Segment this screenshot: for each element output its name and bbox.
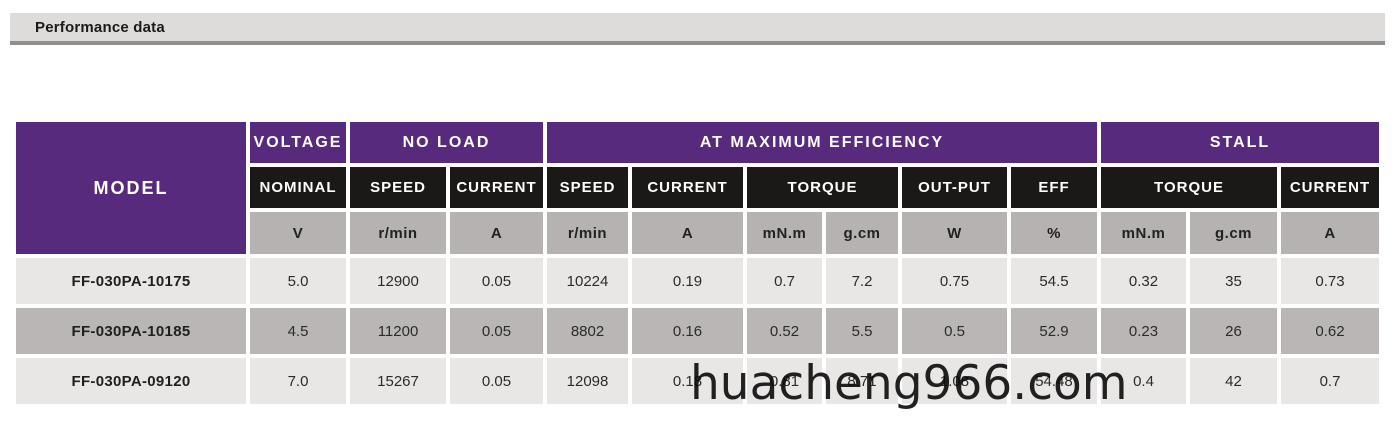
data-cell: 0.05 [450, 258, 543, 304]
data-cell: 0.4 [1101, 358, 1186, 404]
col-header-stall-torque: TORQUE [1101, 167, 1277, 208]
data-cell: 0.05 [450, 308, 543, 354]
data-cell: 5.0 [250, 258, 346, 304]
col-header-maxeff-speed: SPEED [547, 167, 628, 208]
col-header-eff: EFF [1011, 167, 1097, 208]
col-header-stall-current: CURRENT [1281, 167, 1379, 208]
group-header-row: MODEL VOLTAGE NO LOAD AT MAXIMUM EFFICIE… [16, 122, 1379, 254]
data-cell: 0.52 [747, 308, 822, 354]
unit-volt: V [250, 212, 346, 254]
col-header-noload-speed: SPEED [350, 167, 446, 208]
unit-watt: W [902, 212, 1007, 254]
data-cell: 0.19 [632, 258, 743, 304]
data-cell: 7.0 [250, 358, 346, 404]
sub-header-row: NOMINAL SPEED CURRENT SPEED CURRENT TORQ… [16, 167, 1379, 208]
data-cell: 4.5 [250, 308, 346, 354]
section-title: Performance data [35, 18, 165, 36]
data-cell: 12900 [350, 258, 446, 304]
data-cell: 0.32 [1101, 258, 1186, 304]
col-header-output: OUT-PUT [902, 167, 1007, 208]
col-group-voltage: VOLTAGE [250, 122, 346, 163]
model-name: FF-030PA-10185 [16, 308, 246, 354]
data-cell: 42 [1190, 358, 1277, 404]
data-cell: 0.16 [632, 308, 743, 354]
data-cell: 8802 [547, 308, 628, 354]
col-group-no-load: NO LOAD [350, 122, 543, 163]
data-cell: 0.18 [632, 358, 743, 404]
data-cell: 1.08 [902, 358, 1007, 404]
performance-data-table: MODEL VOLTAGE NO LOAD AT MAXIMUM EFFICIE… [12, 118, 1383, 408]
data-cell: 0.81 [747, 358, 822, 404]
col-header-nominal: NOMINAL [250, 167, 346, 208]
section-header-bar: Performance data [10, 13, 1385, 45]
unit-mnm-stall: mN.m [1101, 212, 1186, 254]
data-cell: 11200 [350, 308, 446, 354]
data-cell: 0.5 [902, 308, 1007, 354]
unit-rpm-noload: r/min [350, 212, 446, 254]
model-name: FF-030PA-09120 [16, 358, 246, 404]
data-cell: 52.9 [1011, 308, 1097, 354]
unit-amp-stall: A [1281, 212, 1379, 254]
data-cell: 0.7 [1281, 358, 1379, 404]
data-cell: 15267 [350, 358, 446, 404]
col-header-noload-current: CURRENT [450, 167, 543, 208]
data-cell: 10224 [547, 258, 628, 304]
unit-gcm-maxeff: g.cm [826, 212, 898, 254]
unit-mnm-maxeff: mN.m [747, 212, 822, 254]
unit-percent: % [1011, 212, 1097, 254]
table-row: FF-030PA-10175 5.0 12900 0.05 10224 0.19… [16, 258, 1379, 304]
table-row: FF-030PA-10185 4.5 11200 0.05 8802 0.16 … [16, 308, 1379, 354]
data-cell: 7.2 [826, 258, 898, 304]
unit-amp-noload: A [450, 212, 543, 254]
col-header-maxeff-current: CURRENT [632, 167, 743, 208]
data-cell: 54.48 [1011, 358, 1097, 404]
col-group-max-efficiency: AT MAXIMUM EFFICIENCY [547, 122, 1097, 163]
model-name: FF-030PA-10175 [16, 258, 246, 304]
data-cell: 0.7 [747, 258, 822, 304]
data-cell: 12098 [547, 358, 628, 404]
data-cell: 0.75 [902, 258, 1007, 304]
data-cell: 0.05 [450, 358, 543, 404]
unit-amp-maxeff: A [632, 212, 743, 254]
unit-rpm-maxeff: r/min [547, 212, 628, 254]
data-cell: 35 [1190, 258, 1277, 304]
data-cell: 0.23 [1101, 308, 1186, 354]
table-row: FF-030PA-09120 7.0 15267 0.05 12098 0.18… [16, 358, 1379, 404]
data-cell: 26 [1190, 308, 1277, 354]
data-cell: 5.5 [826, 308, 898, 354]
unit-gcm-stall: g.cm [1190, 212, 1277, 254]
col-group-stall: STALL [1101, 122, 1379, 163]
data-cell: 8.71 [826, 358, 898, 404]
data-cell: 54.5 [1011, 258, 1097, 304]
col-header-maxeff-torque: TORQUE [747, 167, 898, 208]
data-cell: 0.73 [1281, 258, 1379, 304]
col-group-model: MODEL [16, 122, 246, 254]
data-cell: 0.62 [1281, 308, 1379, 354]
units-row: V r/min A r/min A mN.m g.cm W % mN.m g.c… [16, 212, 1379, 254]
